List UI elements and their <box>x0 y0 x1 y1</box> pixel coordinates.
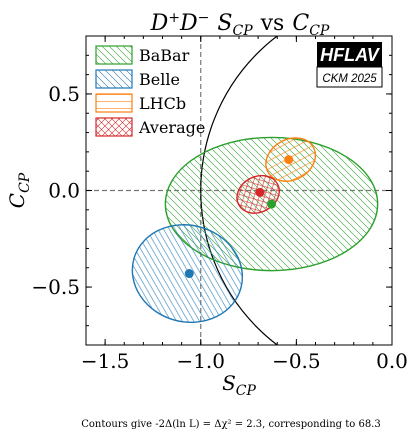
legend-swatch-belle <box>95 69 133 89</box>
legend-item-lhcb: LHCb <box>95 93 186 113</box>
legend-swatch-babar <box>95 45 133 65</box>
logo-box <box>317 42 382 67</box>
legend-label-babar: BaBar <box>139 46 190 65</box>
legend-label-lhcb: LHCb <box>139 94 186 113</box>
legend: BaBar Belle LHCb Average <box>95 45 205 137</box>
hflav-logo: HFLAV CKM 2025 <box>316 42 383 88</box>
caption: Contours give -2Δ(ln L) = Δχ² = 2.3, cor… <box>81 419 380 430</box>
legend-swatch-average <box>95 117 133 137</box>
point-lhcb <box>284 155 294 165</box>
legend-swatch-lhcb <box>95 93 133 113</box>
point-belle <box>184 269 194 279</box>
point-average <box>255 187 265 197</box>
x-axis-title: SCP <box>222 371 256 399</box>
chart-title-text: D+D− SCP vs CCP <box>150 10 330 39</box>
legend-item-belle: Belle <box>95 69 180 89</box>
axes: −1.5 −1.0 −0.5 0.0 −0.5 0.0 0.5 SCP CCP <box>5 35 408 399</box>
x-tick-label: −1.0 <box>176 349 225 373</box>
y-axis-title: CCP <box>5 172 33 208</box>
point-babar <box>267 199 277 209</box>
logo-text: HFLAV <box>320 45 381 65</box>
legend-label-average: Average <box>138 118 205 137</box>
legend-label-belle: Belle <box>139 70 180 89</box>
plot-clip-group <box>86 36 392 345</box>
plot-area <box>86 36 392 345</box>
legend-item-average: Average <box>95 117 205 137</box>
y-tick-label: −0.5 <box>31 275 80 299</box>
x-tick-label: 0.0 <box>376 349 408 373</box>
chart-title: D+D− SCP vs CCP <box>150 10 330 39</box>
legend-item-babar: BaBar <box>95 45 190 65</box>
y-tick-label: 0.5 <box>48 82 80 106</box>
logo-subtitle-box <box>316 66 383 88</box>
x-tick-label: −1.5 <box>81 349 130 373</box>
x-tick-label: −0.5 <box>272 349 321 373</box>
y-tick-label: 0.0 <box>48 179 80 203</box>
logo-subtitle: CKM 2025 <box>322 73 377 85</box>
